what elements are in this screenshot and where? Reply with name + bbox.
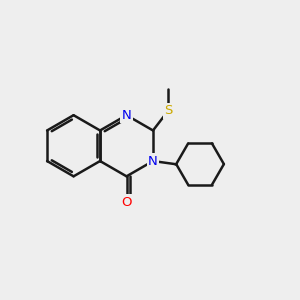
Text: O: O: [121, 196, 132, 209]
Text: N: N: [148, 154, 158, 167]
Text: S: S: [164, 104, 172, 117]
Text: N: N: [122, 109, 131, 122]
